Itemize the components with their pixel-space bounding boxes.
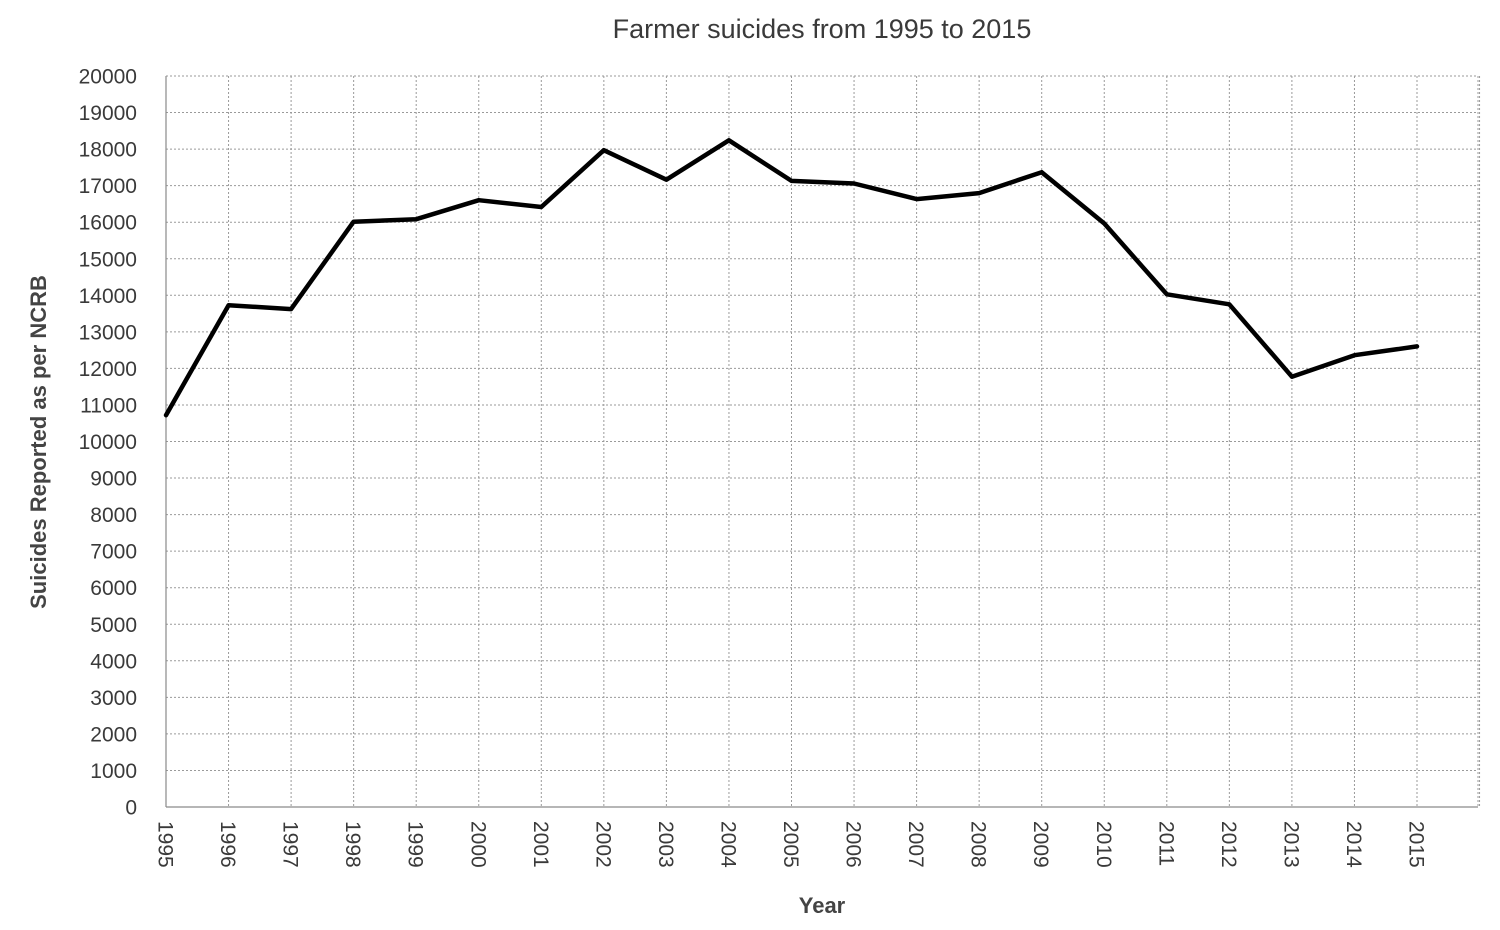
x-tick-label: 2007	[904, 821, 927, 868]
x-axis-label: Year	[799, 893, 846, 918]
y-tick-label: 10000	[79, 431, 137, 454]
y-tick-label: 5000	[90, 614, 137, 637]
x-tick-label: 2006	[842, 821, 865, 868]
chart-title: Farmer suicides from 1995 to 2015	[613, 14, 1032, 44]
y-tick-label: 18000	[79, 139, 137, 162]
axes	[165, 76, 1478, 808]
y-tick-label: 2000	[90, 723, 137, 746]
x-tick-label: 1997	[279, 821, 302, 868]
x-tick-label: 2010	[1092, 821, 1115, 868]
x-tick-label: 2012	[1217, 821, 1240, 868]
y-tick-label: 1000	[90, 760, 137, 783]
x-tick-label: 2000	[466, 821, 489, 868]
y-tick-label: 7000	[90, 541, 137, 564]
y-tick-label: 3000	[90, 687, 137, 710]
y-tick-label: 11000	[80, 394, 137, 417]
y-tick-label: 17000	[79, 175, 137, 198]
x-tick-label: 2001	[529, 821, 552, 868]
x-axis-tick-labels: 1995 1996 1997 1998 1999 2000 2001 2002 2003 2004…	[154, 821, 1428, 868]
y-tick-label: 13000	[79, 321, 137, 344]
y-tick-label: 9000	[90, 468, 137, 491]
x-tick-label: 1996	[216, 821, 239, 868]
y-tick-label: 20000	[79, 66, 137, 89]
y-tick-label: 15000	[79, 248, 137, 271]
y-tick-label: 0	[125, 797, 137, 820]
y-tick-label: 12000	[79, 358, 137, 381]
x-tick-label: 2014	[1342, 821, 1365, 868]
y-tick-label: 8000	[90, 504, 137, 527]
x-tick-label: 2003	[654, 821, 677, 868]
x-tick-label: 1999	[404, 821, 427, 868]
y-tick-label: 6000	[90, 577, 137, 600]
x-tick-label: 2008	[967, 821, 990, 868]
x-tick-label: 1995	[154, 821, 177, 868]
x-tick-label: 2013	[1279, 821, 1302, 868]
y-axis-tick-labels: 0 1000 2000 3000 4000 5000 6000 7000 8000 9000 100…	[79, 66, 137, 820]
x-tick-label: 2004	[716, 821, 739, 868]
x-tick-label: 2002	[591, 821, 614, 868]
y-axis-label: Suicides Reported as per NCRB	[26, 275, 51, 609]
x-tick-label: 2011	[1154, 821, 1177, 866]
x-tick-label: 2009	[1029, 821, 1052, 868]
x-tick-label: 1998	[341, 821, 364, 868]
series	[163, 138, 1420, 418]
x-tick-label: 2005	[779, 821, 802, 868]
grid	[166, 75, 1481, 807]
y-tick-label: 4000	[90, 650, 137, 673]
y-tick-label: 16000	[79, 212, 137, 235]
y-tick-label: 14000	[79, 285, 137, 308]
series-line	[163, 138, 1420, 418]
x-tick-label: 2015	[1405, 821, 1428, 868]
y-tick-label: 19000	[79, 102, 137, 125]
